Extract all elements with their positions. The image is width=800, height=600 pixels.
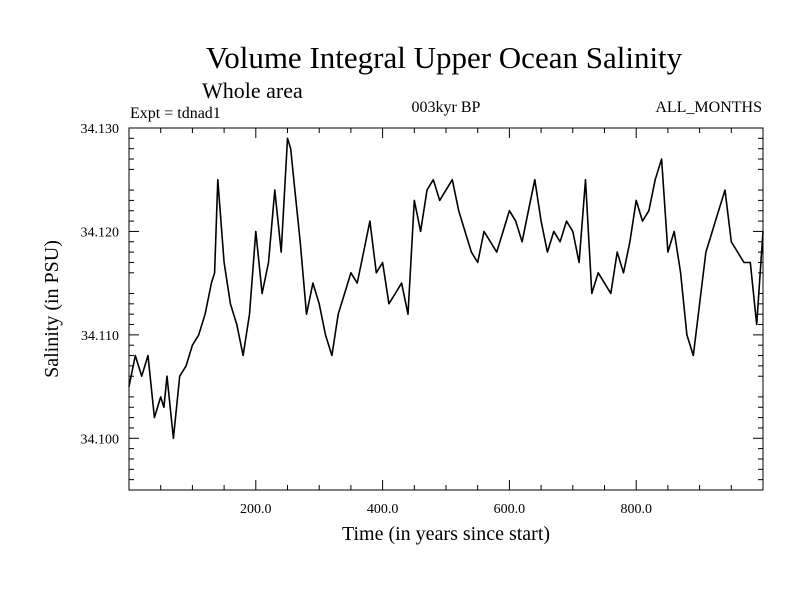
period-label: 003kyr BP bbox=[412, 99, 481, 116]
plot-frame bbox=[128, 127, 764, 491]
y-tick-label: 34.100 bbox=[81, 432, 120, 447]
plot-area bbox=[128, 137, 764, 440]
chart-title: Volume Integral Upper Ocean Salinity bbox=[206, 40, 683, 75]
series-line-salinity bbox=[128, 137, 764, 440]
chart-subtitle: Whole area bbox=[202, 78, 303, 103]
y-tick-label: 34.130 bbox=[81, 122, 120, 137]
axes: 200.0 400.0 600.0 800.0 34.100 34.110 34.120 34… bbox=[81, 122, 763, 517]
y-tick-label: 34.110 bbox=[81, 329, 119, 344]
months-label: ALL_MONTHS bbox=[655, 99, 762, 116]
x-tick-label: 200.0 bbox=[240, 502, 272, 517]
experiment-label: Expt = tdnad1 bbox=[130, 105, 221, 122]
x-tick-label: 600.0 bbox=[494, 502, 526, 517]
x-tick-label: 400.0 bbox=[367, 502, 399, 517]
y-axis-label: Salinity (in PSU) bbox=[41, 240, 63, 378]
y-tick-label: 34.120 bbox=[81, 225, 120, 240]
x-axis-label: Time (in years since start) bbox=[342, 523, 550, 545]
x-tick-label: 800.0 bbox=[620, 502, 652, 517]
